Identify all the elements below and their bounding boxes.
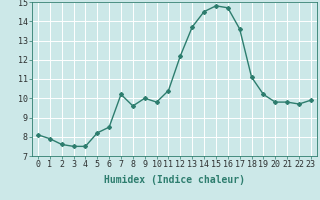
X-axis label: Humidex (Indice chaleur): Humidex (Indice chaleur) (104, 175, 245, 185)
